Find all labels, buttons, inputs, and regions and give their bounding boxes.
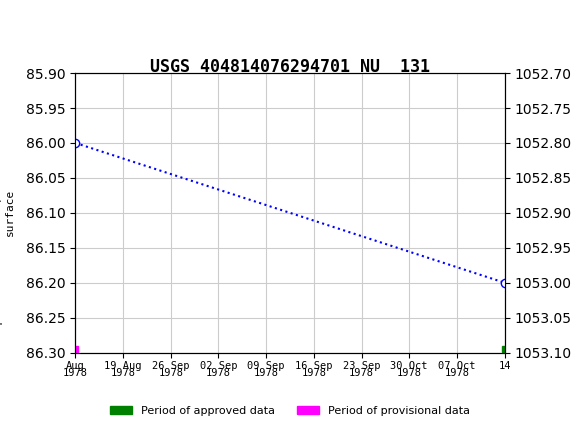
Text: 1978: 1978 (397, 368, 422, 378)
Legend: Period of approved data, Period of provisional data: Period of approved data, Period of provi… (106, 401, 474, 420)
Text: 1978: 1978 (444, 368, 469, 378)
Text: 26 Sep: 26 Sep (152, 361, 190, 371)
Text: ▒USGS: ▒USGS (12, 15, 70, 37)
Text: USGS 404814076294701 NU  131: USGS 404814076294701 NU 131 (150, 58, 430, 76)
Text: 1978: 1978 (253, 368, 278, 378)
Text: Aug: Aug (66, 361, 85, 371)
Text: 1978: 1978 (63, 368, 88, 378)
Text: 1978: 1978 (206, 368, 231, 378)
Text: 23 Sep: 23 Sep (343, 361, 380, 371)
Text: 19 Aug: 19 Aug (104, 361, 142, 371)
Text: 09 Sep: 09 Sep (248, 361, 285, 371)
Text: 16 Sep: 16 Sep (295, 361, 332, 371)
Y-axis label: Depth to water level, feet below land
surface: Depth to water level, feet below land su… (0, 88, 15, 338)
Text: 30 Oct: 30 Oct (390, 361, 428, 371)
Text: 1978: 1978 (111, 368, 136, 378)
Text: 1978: 1978 (302, 368, 327, 378)
Text: 1978: 1978 (349, 368, 374, 378)
Text: 07 Oct: 07 Oct (438, 361, 476, 371)
Text: 02 Sep: 02 Sep (200, 361, 237, 371)
Text: 1978: 1978 (158, 368, 183, 378)
Text: 14: 14 (498, 361, 511, 371)
